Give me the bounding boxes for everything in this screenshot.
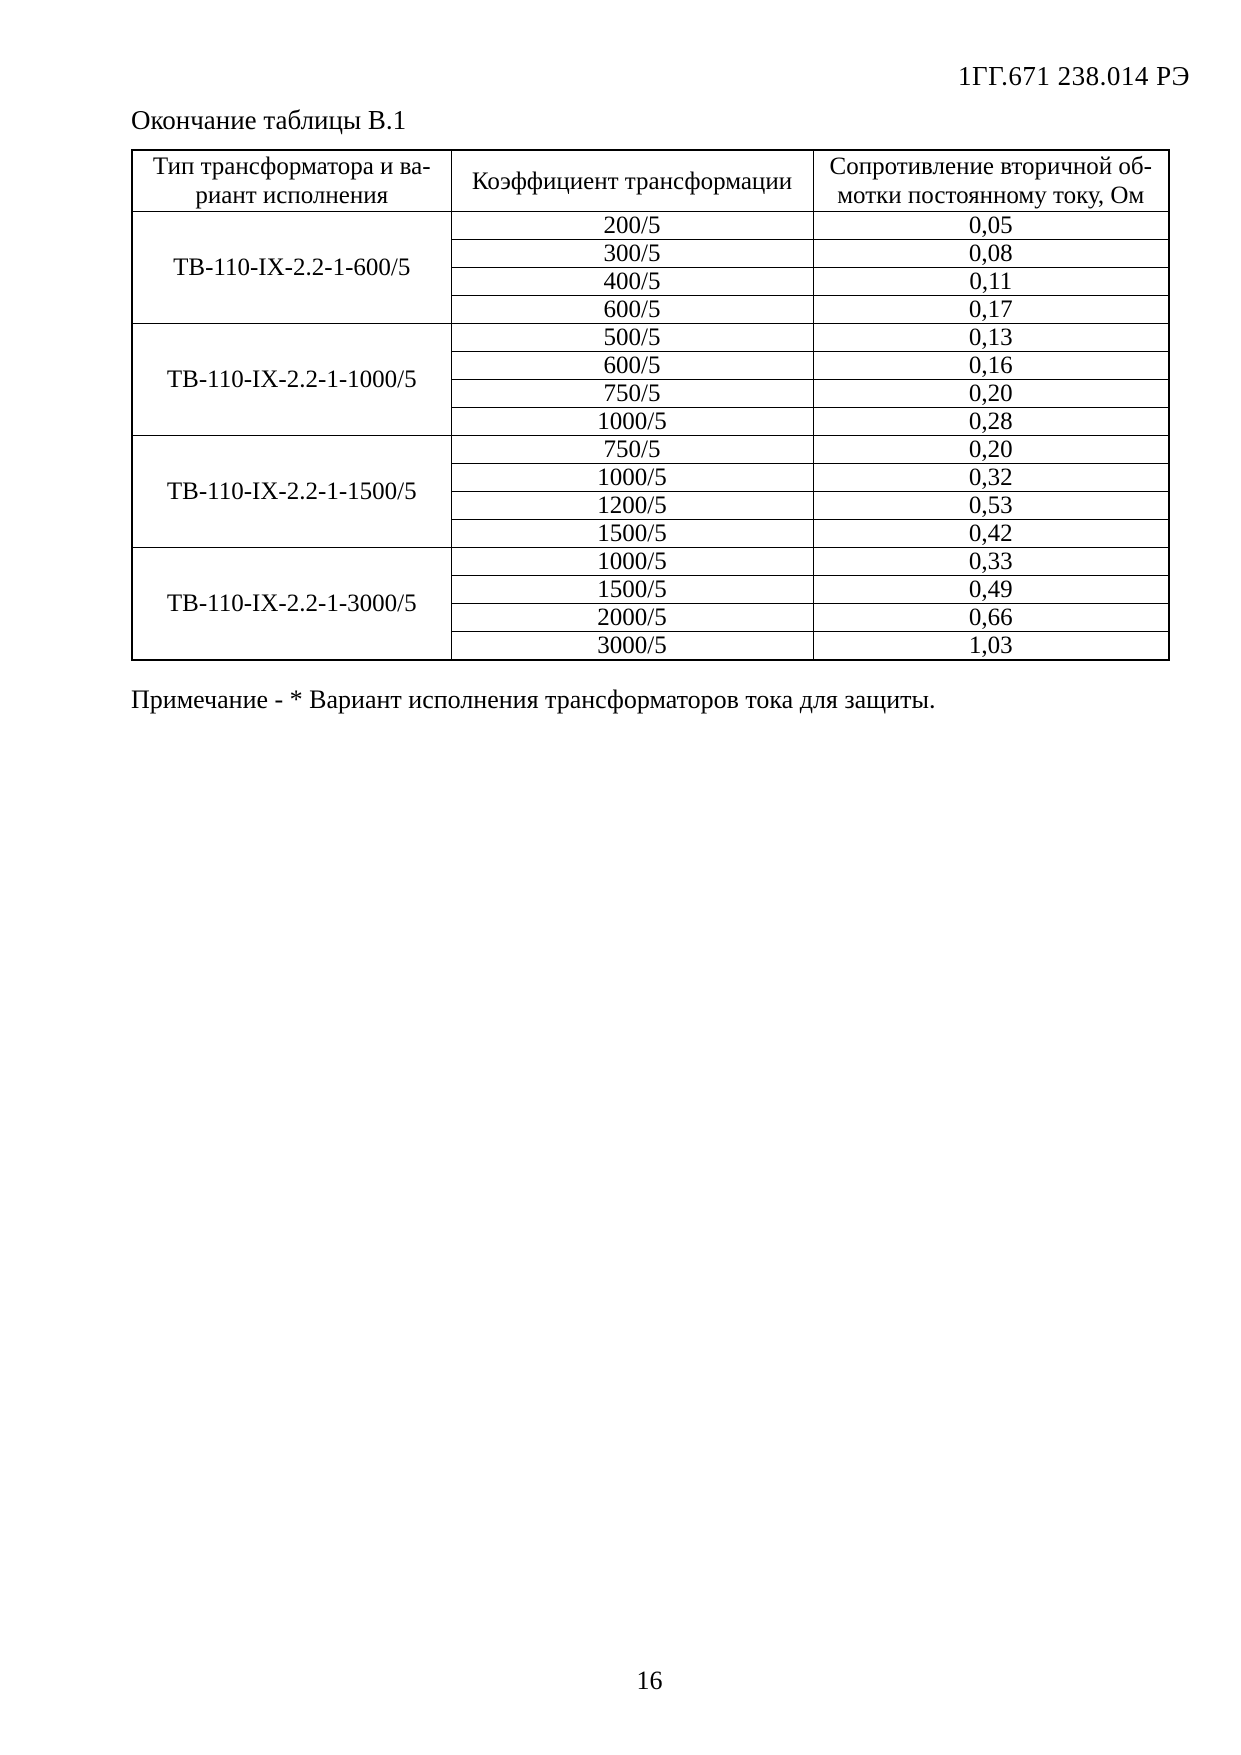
resistance-cell: 0,33	[812, 547, 1170, 576]
ratio-cell: 750/5	[450, 435, 814, 464]
resistance-cell: 0,53	[812, 491, 1170, 520]
resistance-cell: 0,49	[812, 575, 1170, 604]
transformer-type-cell: ТВ-110-IX-2.2-1-1500/5	[131, 435, 452, 548]
transformer-type-cell: ТВ-110-IX-2.2-1-3000/5	[131, 547, 452, 661]
resistance-cell: 0,11	[812, 267, 1170, 296]
resistance-cell: 0,32	[812, 463, 1170, 492]
resistance-cell: 0,66	[812, 603, 1170, 632]
resistance-cell: 1,03	[812, 631, 1170, 661]
ratio-cell: 1000/5	[450, 407, 814, 436]
ratio-cell: 300/5	[450, 239, 814, 268]
doc-number: 1ГГ.671 238.014 РЭ	[957, 61, 1190, 91]
table-row: ТВ-110-IX-2.2-1-1000/5 500/5 0,13	[131, 323, 1170, 436]
resistance-cell: 0,20	[812, 435, 1170, 464]
table-row: 1200/5 0,53	[132, 491, 1170, 520]
resistance-cell: 0,05	[812, 211, 1170, 240]
table-body: ТВ-110-IX-2.2-1-600/5 200/5 0,05 300/5 0,08 4…	[131, 211, 1170, 661]
ratio-cell: 500/5	[450, 323, 814, 352]
ratio-cell: 1500/5	[450, 519, 814, 548]
transformer-spec-table: Тип трансформатора и ва- риант исполнени…	[131, 149, 1170, 661]
ratio-cell: 1000/5	[450, 547, 814, 576]
table-row: ТВ-110-IX-2.2-1-3000/5 1000/5 0,33	[131, 547, 1170, 661]
col-header-transformation-ratio: Коэффициент трансформации	[450, 149, 814, 212]
table-container: Тип трансформатора и ва- риант исполнени…	[131, 149, 1170, 661]
table-caption: Окончание таблицы В.1	[131, 105, 407, 135]
table-row: 3000/5 1,03	[132, 631, 1170, 661]
ratio-cell: 200/5	[450, 211, 814, 240]
resistance-cell: 0,42	[812, 519, 1170, 548]
table-row: 1500/5 0,49	[132, 575, 1170, 604]
ratio-cell: 3000/5	[450, 631, 814, 661]
table-note: Примечание - * Вариант исполнения трансф…	[131, 685, 936, 714]
ratio-cell: 750/5	[450, 379, 814, 408]
col-header-transformer-type: Тип трансформатора и ва- риант исполнени…	[131, 149, 452, 212]
ratio-cell: 1200/5	[450, 491, 814, 520]
ratio-cell: 2000/5	[450, 603, 814, 632]
table-row: 300/5 0,08	[132, 239, 1170, 268]
table-row: 2000/5 0,66	[132, 603, 1170, 632]
resistance-cell: 0,17	[812, 295, 1170, 324]
ratio-cell: 600/5	[450, 351, 814, 380]
resistance-cell: 0,16	[812, 351, 1170, 380]
resistance-cell: 0,28	[812, 407, 1170, 436]
page-number: 16	[636, 1666, 663, 1695]
col-header-winding-resistance: Сопротивление вторичной об- мотки постоя…	[812, 149, 1170, 212]
table-row: ТВ-110-IX-2.2-1-1500/5 750/5 0,20	[131, 435, 1170, 548]
table-row: 1000/5 0,32	[132, 463, 1170, 492]
header-row: Тип трансформатора и ва- риант исполнени…	[131, 149, 1170, 212]
ratio-cell: 1500/5	[450, 575, 814, 604]
ratio-cell: 600/5	[450, 295, 814, 324]
table-row: 750/5 0,20	[132, 379, 1170, 408]
table-row: 1500/5 0,42	[132, 519, 1170, 548]
table-row: 1000/5 0,28	[132, 407, 1170, 436]
resistance-cell: 0,20	[812, 379, 1170, 408]
resistance-cell: 0,08	[812, 239, 1170, 268]
table-header: Тип трансформатора и ва- риант исполнени…	[131, 149, 1170, 212]
transformer-type-cell: ТВ-110-IX-2.2-1-600/5	[131, 211, 452, 324]
ratio-cell: 1000/5	[450, 463, 814, 492]
table-row: ТВ-110-IX-2.2-1-600/5 200/5 0,05	[131, 211, 1170, 324]
resistance-cell: 0,13	[812, 323, 1170, 352]
transformer-type-cell: ТВ-110-IX-2.2-1-1000/5	[131, 323, 452, 436]
ratio-cell: 400/5	[450, 267, 814, 296]
